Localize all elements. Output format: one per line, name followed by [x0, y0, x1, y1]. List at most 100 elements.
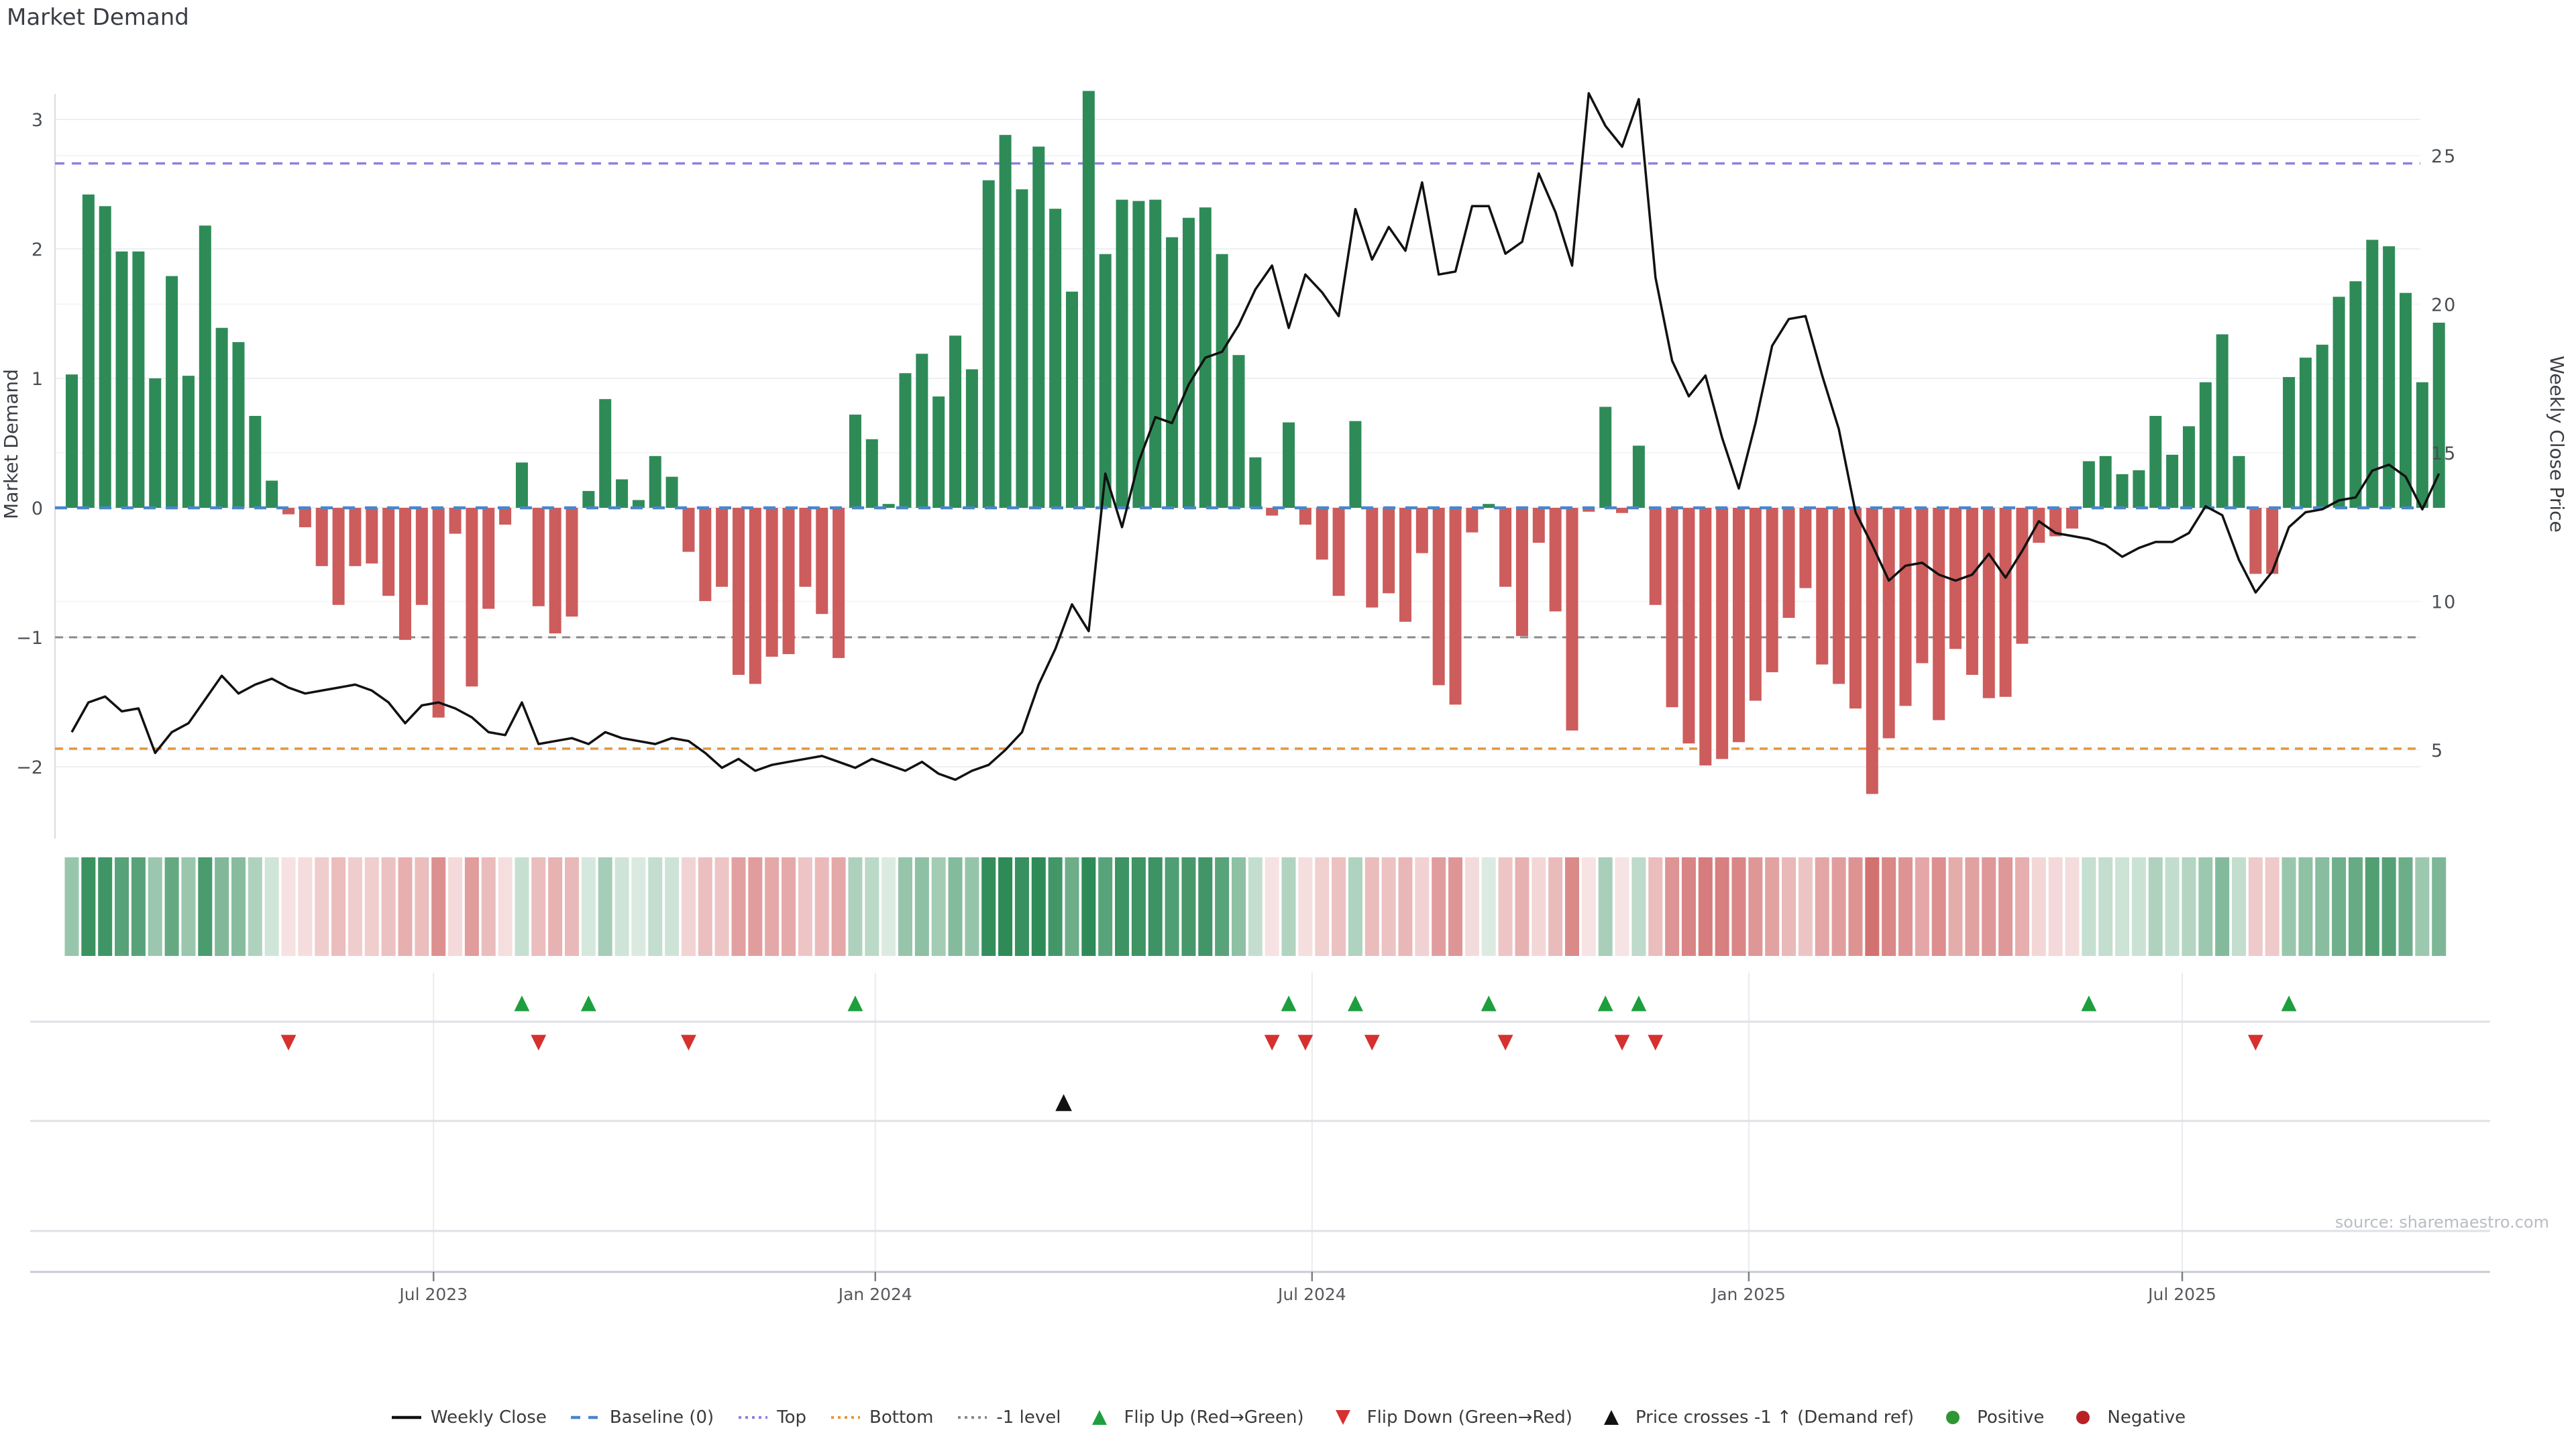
- demand-bar: [2166, 454, 2179, 508]
- demand-bar: [315, 508, 328, 566]
- heatmap-cell: [431, 857, 446, 956]
- heatmap-cell: [264, 857, 279, 956]
- left-axis-title: Market Demand: [0, 369, 22, 519]
- demand-bar: [2233, 455, 2245, 508]
- heatmap-cell: [1581, 857, 1596, 956]
- flip-up-triangle-icon: [580, 996, 596, 1012]
- heatmap-cell: [1081, 857, 1096, 956]
- heatmap-cell: [1181, 857, 1196, 956]
- left-axis-tick-label: 3: [32, 110, 43, 131]
- heatmap-cell: [2131, 857, 2146, 956]
- event-markers: [280, 996, 2297, 1112]
- demand-bar: [82, 194, 95, 508]
- legend-label-positive: Positive: [1977, 1407, 2045, 1428]
- heatmap-cell: [2298, 857, 2313, 956]
- heatmap-cell: [2165, 857, 2180, 956]
- heatmap-cell: [364, 857, 379, 956]
- heatmap-cell: [598, 857, 612, 956]
- top-swatch-icon: [739, 1416, 768, 1419]
- heatmap-cell: [148, 857, 162, 956]
- demand-bars: [55, 91, 2445, 794]
- flip-down-triangle-icon: [280, 1034, 297, 1051]
- demand-bar: [2216, 334, 2229, 508]
- weekly-close-path: [70, 92, 2440, 782]
- demand-bar: [1232, 355, 1245, 508]
- demand-bar: [1166, 237, 1179, 508]
- demand-bar: [1332, 508, 1345, 596]
- heatmap-cell: [1498, 857, 1513, 956]
- demand-bar: [1982, 508, 1995, 698]
- heatmap-cell: [1915, 857, 1929, 956]
- demand-bar: [782, 508, 795, 655]
- heatmap-cell: [965, 857, 979, 956]
- flip-up-swatch-icon: [1092, 1410, 1108, 1425]
- legend-label-negative: Negative: [2107, 1407, 2186, 1428]
- demand-bar: [1916, 508, 1929, 663]
- demand-bar: [566, 508, 578, 617]
- demand-bar: [1483, 504, 1495, 508]
- legend-label-price-cross: Price crosses -1 ↑ (Demand ref): [1635, 1407, 1915, 1428]
- demand-bar: [1599, 407, 1612, 508]
- heatmap-cell: [2432, 857, 2447, 956]
- heatmap-cell: [565, 857, 579, 956]
- heatmap-cell: [998, 857, 1013, 956]
- heatmap-cell: [1031, 857, 1046, 956]
- demand-bar: [1682, 508, 1695, 744]
- heatmap-cell: [865, 857, 879, 956]
- legend-item-price-cross: Price crosses -1 ↑ (Demand ref): [1595, 1407, 1914, 1428]
- demand-bar: [1549, 508, 1562, 612]
- left-axis-tick-label: −1: [16, 628, 43, 649]
- demand-bar: [382, 508, 395, 596]
- demand-bar: [765, 508, 778, 657]
- demand-bar: [1466, 508, 1479, 533]
- heatmap-cell: [2315, 857, 2330, 956]
- flip-down-swatch-icon: [1335, 1410, 1350, 1425]
- heatmap-cell: [1665, 857, 1680, 956]
- x-axis-tick-label: Jul 2023: [398, 1285, 468, 1304]
- demand-bar: [2249, 508, 2262, 574]
- heatmap-cell: [2098, 857, 2113, 956]
- flip-up-triangle-icon: [1597, 996, 1613, 1012]
- heatmap-cell: [1265, 857, 1279, 956]
- heatmap-cell: [714, 857, 729, 956]
- demand-bar: [2316, 344, 2328, 508]
- heatmap-cell: [948, 857, 963, 956]
- demand-bar: [2182, 426, 2195, 508]
- demand-bar: [1032, 146, 1045, 508]
- demand-bar: [1882, 508, 1895, 739]
- triangle-down-glyph: [1335, 1410, 1350, 1425]
- heatmap-cell: [2182, 857, 2196, 956]
- heatmap-cell: [331, 857, 346, 956]
- left-axis-tick-label: −2: [16, 757, 43, 778]
- flip-down-triangle-icon: [1614, 1034, 1630, 1051]
- demand-bar: [2299, 358, 2312, 508]
- heatmap-cell: [1198, 857, 1213, 956]
- demand-bar: [482, 508, 495, 609]
- heatmap-cell: [531, 857, 546, 956]
- demand-bar: [749, 508, 761, 684]
- demand-bar: [649, 455, 661, 508]
- demand-bar: [1999, 508, 2012, 697]
- heatmap-cell: [1398, 857, 1413, 956]
- heatmap-cell: [1515, 857, 1529, 956]
- demand-bar: [716, 508, 729, 587]
- demand-bar: [1415, 508, 1428, 553]
- baseline-swatch-icon: [570, 1415, 600, 1419]
- demand-bar: [849, 415, 861, 508]
- heatmap-cell: [315, 857, 329, 956]
- demand-bar: [932, 396, 945, 508]
- demand-bar: [1849, 508, 1862, 709]
- demand-bar: [166, 276, 178, 508]
- demand-bar: [965, 369, 978, 508]
- heatmap-cell: [548, 857, 563, 956]
- legend-item-flip-down: Flip Down (Green→Red): [1327, 1407, 1572, 1428]
- demand-bar: [549, 508, 561, 634]
- heatmap-cell: [665, 857, 680, 956]
- legend-item-weekly-close: Weekly Close: [390, 1407, 547, 1428]
- demand-bar: [415, 508, 428, 605]
- demand-bar: [682, 508, 695, 552]
- heatmap-cell: [2082, 857, 2096, 956]
- demand-bar: [2049, 508, 2062, 537]
- heatmap-cell: [2198, 857, 2213, 956]
